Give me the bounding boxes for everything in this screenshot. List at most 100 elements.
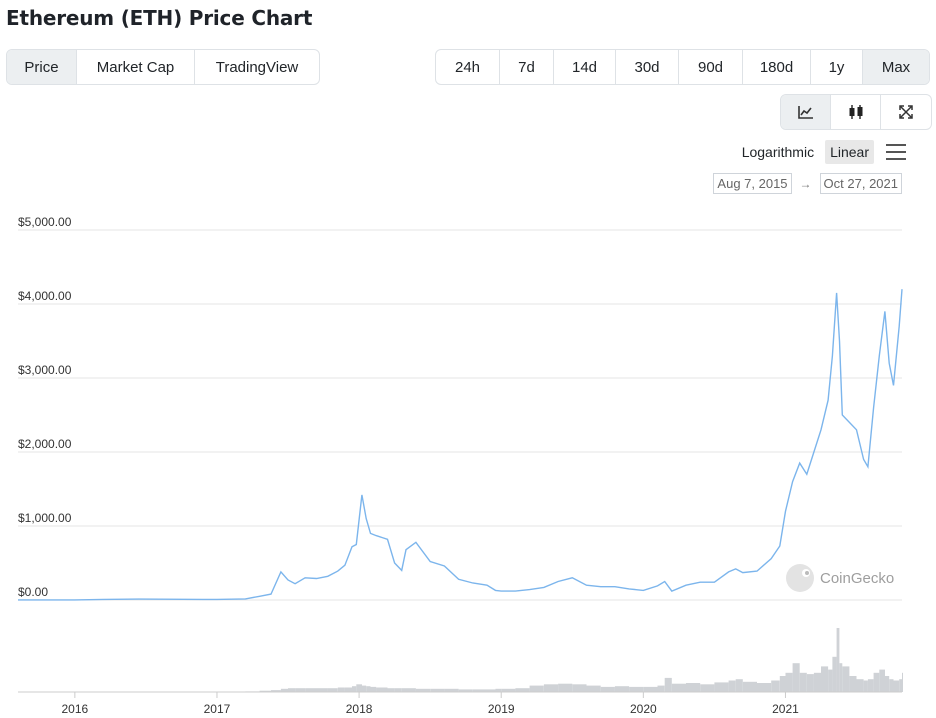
volume-bar — [376, 687, 388, 692]
page-title: Ethereum (ETH) Price Chart — [6, 6, 313, 30]
volume-bar — [757, 683, 772, 692]
volume-bar — [728, 680, 736, 692]
volume-bar — [771, 680, 780, 692]
volume-bar — [839, 663, 843, 692]
range-tab-group: 24h 7d 14d 30d 90d 180d 1y Max — [435, 49, 930, 85]
y-axis: $0.00 $1,000.00 $2,000.00 $3,000.00 $4,000.0… — [18, 215, 72, 599]
volume-bar — [686, 683, 701, 692]
volume-bar — [356, 684, 362, 692]
volume-bar — [863, 680, 868, 692]
watermark-text: CoinGecko — [820, 570, 894, 587]
x-tick-label: 2017 — [204, 702, 231, 716]
scale-linear[interactable]: Linear — [825, 140, 874, 164]
tab-price[interactable]: Price — [7, 50, 77, 84]
y-tick-label: $4,000.00 — [18, 289, 72, 303]
volume-bar — [501, 688, 516, 692]
volume-bar — [893, 680, 900, 692]
date-range: Aug 7, 2015 → Oct 27, 2021 — [713, 173, 902, 194]
volume-bar — [344, 687, 352, 692]
volume-bar — [387, 688, 395, 692]
line-chart-button[interactable] — [781, 95, 831, 129]
volume-bars — [217, 628, 903, 692]
range-7d[interactable]: 7d — [500, 50, 554, 84]
candlestick-icon — [849, 105, 862, 119]
y-tick-label: $0.00 — [18, 585, 48, 599]
volume-bar — [785, 672, 793, 692]
volume-bar — [305, 688, 317, 692]
x-axis: 2016 2017 2018 2019 2020 2021 — [61, 692, 799, 716]
volume-bar — [406, 688, 416, 692]
fullscreen-button[interactable] — [881, 95, 931, 129]
y-tick-label: $5,000.00 — [18, 215, 72, 229]
volume-bar — [884, 676, 890, 692]
volume-bar — [856, 679, 864, 692]
x-tick-label: 2021 — [772, 702, 799, 716]
volume-bar — [735, 679, 743, 692]
volume-bar — [316, 688, 328, 692]
range-90d[interactable]: 90d — [679, 50, 743, 84]
range-30d[interactable]: 30d — [616, 50, 679, 84]
line-chart-icon — [797, 106, 813, 119]
volume-bar — [700, 684, 715, 692]
coingecko-logo-icon — [786, 564, 814, 592]
volume-bar — [806, 674, 814, 692]
volume-bar — [366, 686, 371, 692]
range-24h[interactable]: 24h — [436, 50, 500, 84]
x-tick-label: 2016 — [61, 702, 88, 716]
volume-bar — [889, 679, 894, 692]
volume-bar — [586, 685, 601, 692]
volume-bar — [458, 689, 473, 692]
volume-bar — [361, 685, 367, 692]
date-to-input[interactable]: Oct 27, 2021 — [819, 173, 902, 194]
volume-bar — [495, 688, 502, 692]
volume-bar — [779, 676, 786, 692]
volume-bar — [714, 682, 729, 692]
volume-bar — [271, 690, 281, 692]
volume-bar — [280, 688, 288, 692]
tab-tradingview[interactable]: TradingView — [215, 58, 299, 76]
candlestick-button[interactable] — [831, 95, 881, 129]
y-tick-label: $2,000.00 — [18, 437, 72, 451]
volume-bar — [415, 688, 431, 692]
volume-bar — [643, 686, 658, 692]
volume-bar — [327, 688, 338, 692]
volume-bar — [873, 672, 880, 692]
volume-bar — [742, 681, 757, 692]
volume-bar — [832, 656, 837, 692]
volume-bar — [558, 683, 573, 692]
grid-lines — [18, 229, 902, 601]
volume-bar — [600, 686, 615, 692]
volume-bar — [337, 687, 345, 692]
volume-bar — [444, 688, 459, 692]
volume-bar — [572, 684, 587, 692]
range-1y[interactable]: 1y — [811, 50, 863, 84]
menu-icon[interactable] — [886, 144, 906, 160]
volume-bar — [259, 690, 271, 692]
volume-bar — [879, 669, 885, 692]
volume-bar — [543, 684, 559, 692]
volume-bar — [401, 688, 406, 692]
volume-bar — [657, 685, 665, 692]
range-180d[interactable]: 180d — [743, 50, 811, 84]
chart-type-group — [780, 94, 932, 130]
x-tick-label: 2019 — [488, 702, 515, 716]
x-tick-label: 2018 — [346, 702, 373, 716]
volume-bar — [813, 672, 821, 692]
volume-bar — [849, 676, 857, 692]
volume-bar — [288, 688, 296, 692]
tab-market-cap[interactable]: Market Cap — [77, 50, 195, 84]
volume-bar — [821, 666, 829, 692]
volume-bar — [515, 688, 530, 692]
volume-bar — [842, 666, 850, 692]
scale-logarithmic[interactable]: Logarithmic — [741, 144, 815, 160]
y-tick-label: $3,000.00 — [18, 363, 72, 377]
volume-bar — [836, 628, 840, 692]
volume-bar — [899, 679, 902, 692]
range-max[interactable]: Max — [863, 50, 929, 84]
date-from-input[interactable]: Aug 7, 2015 — [713, 173, 792, 194]
volume-bar — [629, 686, 644, 692]
series-line-price — [18, 289, 903, 601]
range-14d[interactable]: 14d — [554, 50, 616, 84]
fullscreen-icon — [899, 105, 913, 119]
